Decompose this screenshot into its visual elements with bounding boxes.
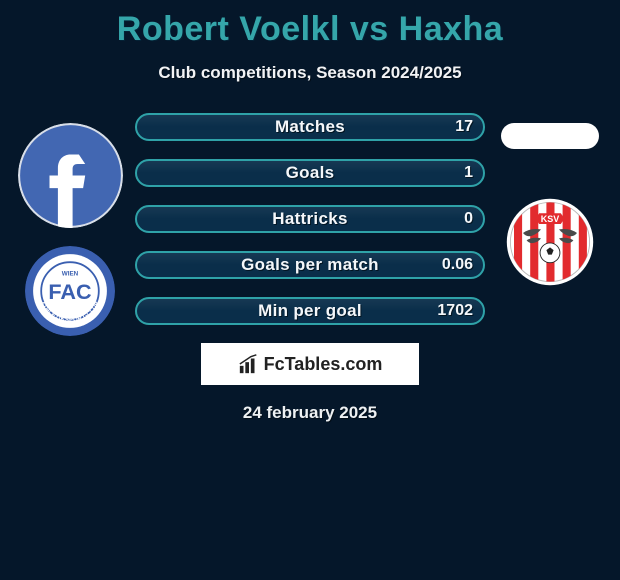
svg-text:KSV: KSV: [541, 214, 560, 224]
subtitle: Club competitions, Season 2024/2025: [0, 63, 620, 83]
bars-icon: [238, 353, 260, 375]
stat-bars: Matches 17 Goals 1 Hattricks 0 Goals per…: [135, 113, 485, 325]
stat-label: Min per goal: [135, 297, 485, 325]
page-title: Robert Voelkl vs Haxha: [0, 10, 620, 49]
stat-row-goals-per-match: Goals per match 0.06: [135, 251, 485, 279]
right-club-crest: KSV: [505, 197, 595, 287]
stat-row-min-per-goal: Min per goal 1702: [135, 297, 485, 325]
brand-box: FcTables.com: [201, 343, 419, 385]
stat-right-value: 17: [455, 113, 473, 141]
svg-text:FAC: FAC: [48, 279, 91, 304]
left-player-column: FLORIDSDORFER ATHLETIKSPORT-CLUB FAC WIE…: [10, 123, 130, 336]
comparison-panel: FLORIDSDORFER ATHLETIKSPORT-CLUB FAC WIE…: [0, 113, 620, 423]
left-player-avatar: [18, 123, 123, 228]
stat-label: Hattricks: [135, 205, 485, 233]
stat-row-matches: Matches 17: [135, 113, 485, 141]
svg-text:WIEN: WIEN: [62, 271, 79, 278]
stat-label: Goals: [135, 159, 485, 187]
stat-right-value: 0: [464, 205, 473, 233]
stat-row-goals: Goals 1: [135, 159, 485, 187]
stat-row-hattricks: Hattricks 0: [135, 205, 485, 233]
brand-text: FcTables.com: [264, 354, 383, 375]
right-player-column: KSV: [490, 123, 610, 287]
stat-label: Matches: [135, 113, 485, 141]
date-label: 24 february 2025: [0, 403, 620, 423]
fac-crest-icon: FLORIDSDORFER ATHLETIKSPORT-CLUB FAC WIE…: [25, 246, 115, 336]
ksv-crest-icon: KSV: [505, 197, 595, 287]
stat-right-value: 1702: [437, 297, 473, 325]
facebook-placeholder-icon: [18, 123, 123, 228]
right-player-avatar: [501, 123, 599, 149]
stat-right-value: 0.06: [442, 251, 473, 279]
stat-label: Goals per match: [135, 251, 485, 279]
stat-right-value: 1: [464, 159, 473, 187]
left-club-crest: FLORIDSDORFER ATHLETIKSPORT-CLUB FAC WIE…: [25, 246, 115, 336]
